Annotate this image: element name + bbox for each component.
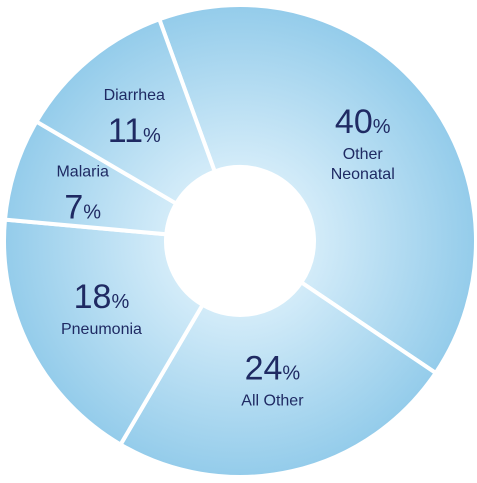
value-label-malaria: 7% [64,188,101,226]
name-label-other-neonatal: Other [343,146,384,163]
value-number: 7 [64,188,83,226]
slice-other-neonatal [156,3,477,376]
value-label-pneumonia: 18% [74,278,130,316]
name-label-malaria: Malaria [56,163,109,180]
name-label-all-other: All Other [241,393,304,410]
percent-sign: % [282,363,300,385]
donut-slices [2,3,477,479]
percent-sign: % [373,116,391,138]
value-label-diarrhea: 11% [108,112,161,150]
slice-diarrhea [33,16,218,207]
percent-sign: % [111,291,129,313]
value-label-all-other: 24% [245,350,301,388]
value-number: 11 [108,112,143,150]
slice-pneumonia [2,217,206,448]
percent-sign: % [83,201,101,223]
percent-sign: % [143,125,161,147]
value-number: 24 [245,350,283,388]
name-label-pneumonia: Pneumonia [61,321,142,338]
name-label-other-neonatal: Neonatal [331,166,395,183]
value-label-other-neonatal: 40% [335,103,391,141]
name-label-diarrhea: Diarrhea [104,87,165,104]
donut-labels: 40% Other Neonatal 24% All Other 18% Pneumonia… [56,87,394,410]
value-number: 18 [74,278,112,316]
value-number: 40 [335,103,373,141]
slice-all-other [117,279,439,479]
